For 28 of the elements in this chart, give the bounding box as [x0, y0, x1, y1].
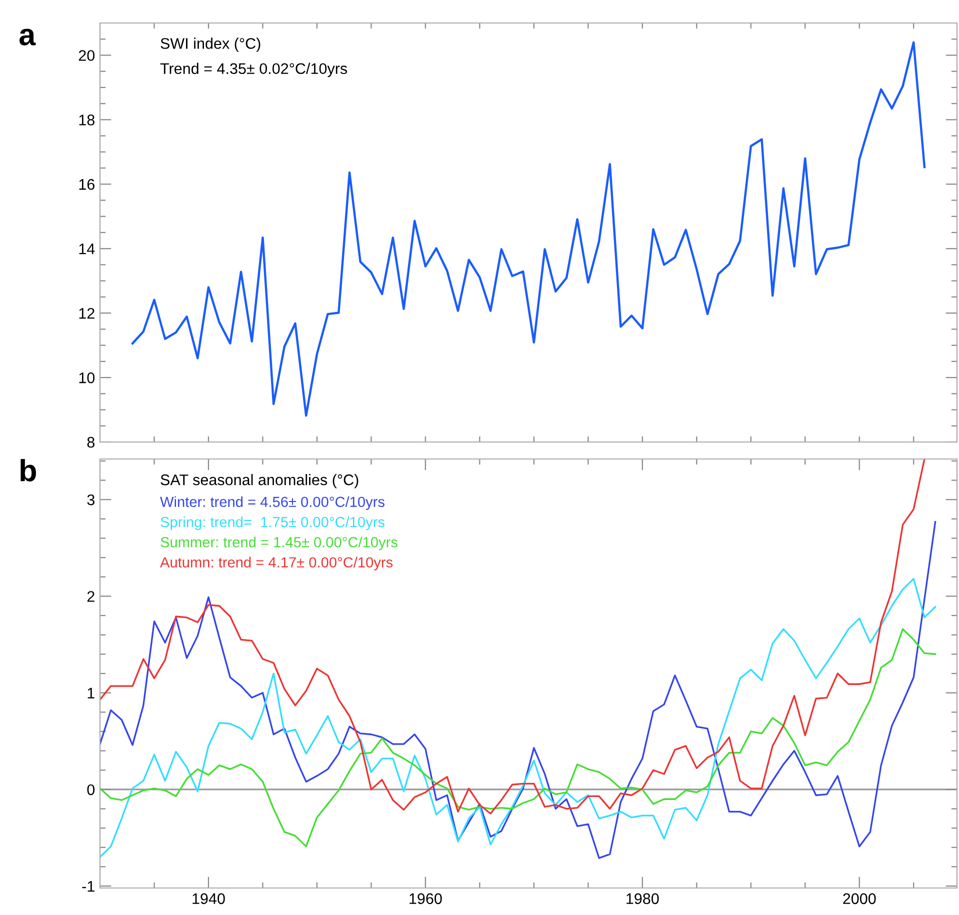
- x-tick-label: 1940: [192, 893, 225, 904]
- chart-title: a: [19, 28, 36, 46]
- y-tick-label: 16: [79, 179, 94, 190]
- x-tick-label: 1960: [410, 893, 442, 904]
- x-tick-label: 2000: [843, 893, 876, 904]
- text: Spring: trend= 1.75± 0.00°C/10yrs: [160, 516, 384, 530]
- y-tick-label: 12: [79, 308, 94, 319]
- y-tick-label: 10: [79, 372, 95, 384]
- annotation: SWI index (°C): [160, 38, 260, 52]
- y-tick-label: 3: [87, 494, 94, 506]
- line-series: [100, 628, 936, 848]
- y-tick-label: 2: [87, 591, 94, 602]
- text: Winter: trend = 4.56± 0.00°C/10yrs: [160, 496, 384, 510]
- y-tick-label: -1: [82, 881, 94, 892]
- line-series: [100, 459, 926, 814]
- y-tick-label: 18: [79, 114, 94, 126]
- chart-title: b: [20, 459, 36, 482]
- text: Autumn: trend = 4.17± 0.00°C/10yrs: [160, 556, 393, 570]
- annotation: Trend = 4.35± 0.02°C/10yrs: [160, 62, 348, 78]
- text: Summer: trend = 1.45± 0.00°C/10yrs: [160, 536, 398, 550]
- line-series: [100, 578, 936, 858]
- y-tick-label: 14: [79, 244, 95, 254]
- y-tick-label: 20: [78, 50, 95, 61]
- y-tick-label: 0: [87, 784, 95, 796]
- y-tick-label: 1: [88, 688, 94, 698]
- annotation: SAT seasonal anomalies (°C): [160, 474, 358, 488]
- y-tick-label: 8: [87, 436, 94, 448]
- x-tick-label: 1980: [626, 893, 659, 904]
